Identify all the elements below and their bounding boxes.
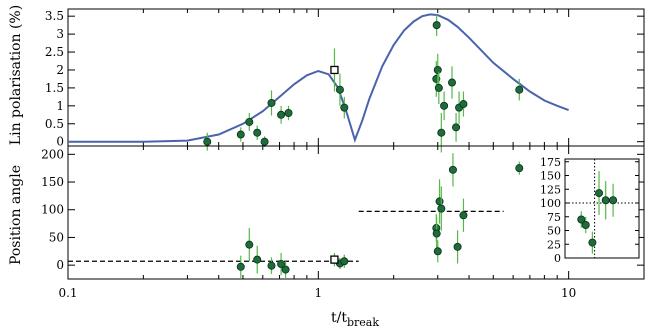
model-curve [68, 13, 569, 144]
bottom-point [448, 165, 457, 174]
inset-point [601, 196, 610, 205]
bottom-point [437, 204, 446, 213]
top-point [277, 110, 286, 119]
bottom-point [281, 265, 290, 274]
bottom-point [433, 247, 442, 256]
inset-frame [564, 158, 640, 259]
inset-point [588, 238, 597, 247]
inset-ytick-label: 100 [540, 197, 561, 210]
top-point [284, 109, 293, 118]
bottom-point [236, 262, 245, 271]
top-point [437, 128, 446, 137]
bottom-ytick-label: 150 [41, 175, 64, 189]
inset-ytick-label: 0 [554, 252, 561, 265]
inset-ytick-label: 75 [547, 211, 561, 224]
bottom-point [277, 260, 286, 269]
top-ytick-label: 2.5 [45, 45, 64, 59]
inset-ytick-label: 175 [540, 156, 561, 169]
bottom-point [435, 197, 444, 206]
top-point [335, 85, 344, 94]
bottom-point [515, 164, 524, 173]
bottom-point [253, 255, 262, 264]
top-ytick-label: 1 [56, 99, 64, 113]
x-axis-label-main: t/t [331, 310, 347, 326]
bottom-panel-frame [67, 145, 645, 280]
top-ytick-label: 0.5 [45, 117, 64, 131]
inset-ytick-label: 25 [547, 238, 561, 251]
top-point [515, 85, 524, 94]
bottom-point [245, 240, 254, 249]
inset-point [581, 220, 590, 229]
bottom-point [340, 257, 349, 266]
bottom-ytick-label: 100 [41, 203, 64, 217]
top-point [267, 98, 276, 107]
top-panel: 0 0.5 1 1.5 2 2.5 3 3.5 [45, 8, 645, 153]
inset-point [595, 189, 604, 198]
top-point [434, 83, 443, 92]
x-tick-label: 1 [315, 286, 323, 300]
top-ytick-label: 2 [56, 63, 64, 77]
x-tick-label: 0.1 [58, 286, 77, 300]
top-point [245, 117, 254, 126]
top-ytick-label: 3 [56, 27, 64, 41]
bottom-ytick-label: 0 [56, 258, 64, 272]
top-point [448, 78, 457, 87]
x-axis-label-subscript: break [347, 316, 379, 329]
top-point [236, 130, 245, 139]
top-point [253, 128, 262, 137]
top-point [432, 21, 441, 30]
inset-ytick-label: 50 [547, 225, 561, 238]
top-open-point [330, 65, 339, 75]
top-ytick-label: 3.5 [45, 9, 64, 23]
x-axis-label: t/tbreak [331, 310, 379, 329]
bottom-panel: 0 50 100 150 200 0.1 1 10 [41, 145, 645, 300]
bottom-point [267, 261, 276, 270]
top-ytick-label: 1.5 [45, 81, 64, 95]
top-point [440, 101, 449, 110]
inset-point [609, 196, 618, 205]
bottom-point [432, 229, 441, 238]
top-point [459, 100, 468, 109]
top-point [260, 137, 269, 146]
bottom-y-axis-label: Position angle [8, 165, 24, 265]
top-ytick-label: 0 [56, 135, 64, 149]
top-point [433, 65, 442, 74]
top-panel-frame [67, 8, 645, 147]
inset-point [577, 215, 586, 224]
bottom-ytick-label: 50 [49, 230, 64, 244]
top-point [452, 123, 461, 132]
inset-ytick-label: 150 [540, 170, 561, 183]
bottom-ytick-label: 200 [41, 147, 64, 161]
bottom-point [459, 211, 468, 220]
bottom-open-point [330, 255, 339, 264]
top-point [203, 137, 212, 146]
x-tick-label: 10 [561, 286, 576, 300]
top-y-axis-label: Lin polarisation (%) [8, 5, 24, 145]
top-point [340, 103, 349, 112]
bottom-point [453, 242, 462, 251]
inset-ytick-label: 125 [540, 183, 561, 196]
